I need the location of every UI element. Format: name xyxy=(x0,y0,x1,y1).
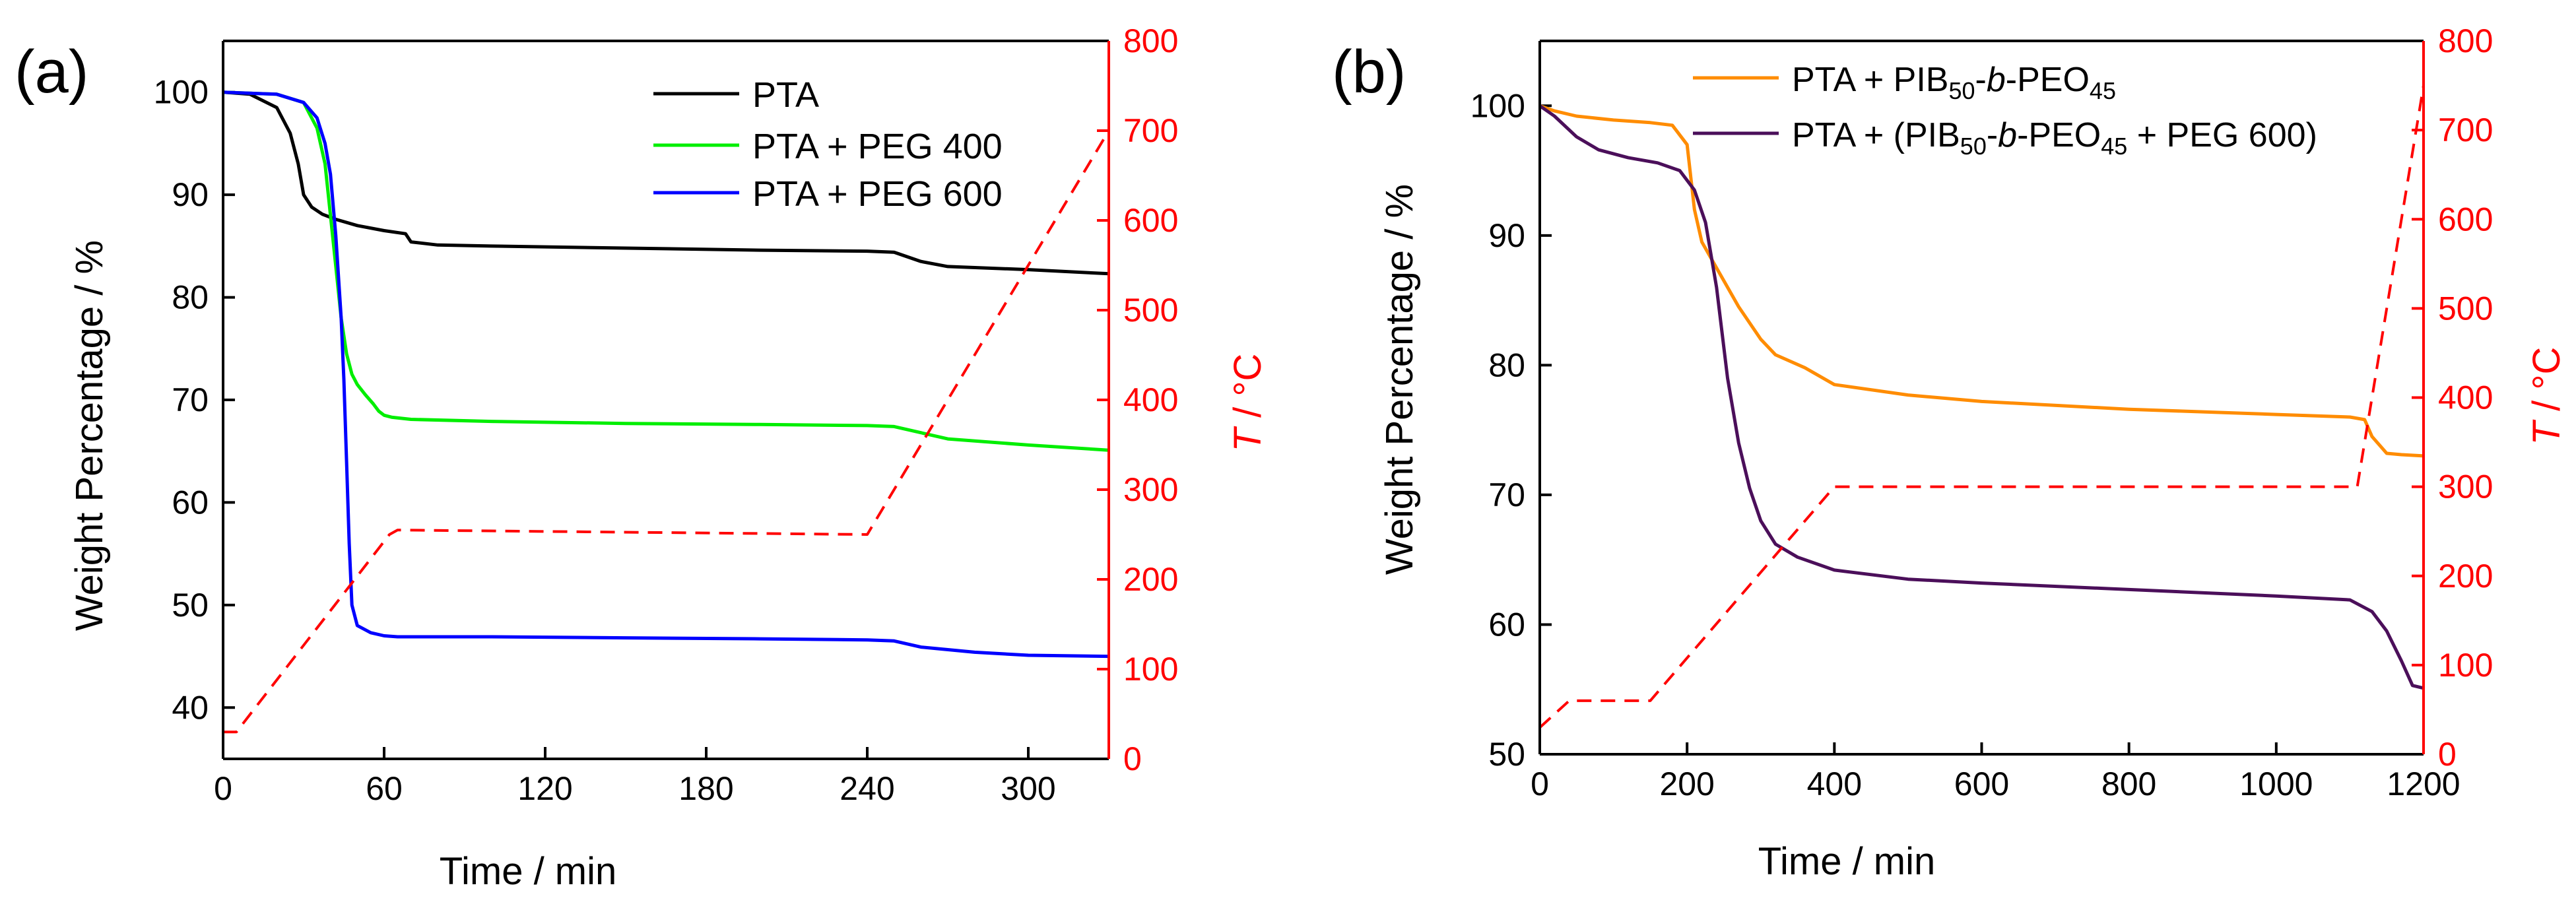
y-tick-label-a-6: 100 xyxy=(154,74,209,111)
legend-b1-part-6: + PEG 600) xyxy=(2127,116,2317,154)
y2-tick-label-a-6: 600 xyxy=(1123,202,1178,239)
temperature-line-a-3 xyxy=(223,129,1110,734)
legend-b1-part-5: 45 xyxy=(2101,133,2127,160)
panel-b-y2label-var: T xyxy=(2525,419,2568,445)
x-tick-label-b-6: 1200 xyxy=(2387,765,2460,802)
panel-b-y2label-unit: / °C xyxy=(2525,347,2568,422)
y-tick-label-a-2: 60 xyxy=(172,484,209,521)
legend-b-text-1: PTA + (PIB50-b-PEO45 + PEG 600) xyxy=(1792,116,2317,160)
y2-tick-label-a-4: 400 xyxy=(1123,381,1178,418)
x-tick-label-b-3: 600 xyxy=(1954,765,2009,802)
legend-b1-part-1: 50 xyxy=(1960,133,1987,160)
y-tick-label-b-1: 60 xyxy=(1488,606,1525,643)
legend-a-text-1: PTA + PEG 400 xyxy=(752,127,1003,166)
legend-b-text-0: PTA + PIB50-b-PEO45 xyxy=(1792,61,2116,104)
panel-b-ylabel: Weight Percentage / % xyxy=(1378,184,1421,575)
legend-a-text-0: PTA xyxy=(752,75,819,115)
y2-tick-label-b-1: 100 xyxy=(2438,647,2493,684)
x-tick-label-a-0: 0 xyxy=(214,770,232,807)
panel-b-xlabel: Time / min xyxy=(1758,840,1936,883)
panel-a-ylabel: Weight Percentage / % xyxy=(68,240,111,631)
x-tick-label-b-2: 400 xyxy=(1807,765,1862,802)
legend-b0-part-5: 45 xyxy=(2090,77,2116,104)
y2-tick-label-a-3: 300 xyxy=(1123,471,1178,508)
y-tick-label-b-3: 80 xyxy=(1488,346,1525,383)
panel-a-xlabel: Time / min xyxy=(440,850,617,893)
panel-b: (b) 0 200 400 600 800 1000 1200506070809010001… xyxy=(1332,22,2568,883)
y-tick-label-b-2: 70 xyxy=(1488,476,1525,513)
panel-a-y2label-var: T xyxy=(1226,426,1269,451)
y2-tick-label-b-6: 600 xyxy=(2438,201,2493,238)
panel-b-y2label: T / °C xyxy=(2525,347,2568,445)
x-tick-label-b-5: 1000 xyxy=(2239,765,2313,802)
series-line-a-1 xyxy=(222,90,1109,452)
y2-tick-label-b-0: 0 xyxy=(2438,736,2457,773)
y2-tick-label-b-7: 700 xyxy=(2438,112,2493,148)
legend-b1-part-2: - xyxy=(1987,116,1998,154)
x-tick-label-a-5: 300 xyxy=(1001,770,1055,807)
y-tick-label-a-1: 50 xyxy=(172,587,209,624)
legend-b0-part-3: b xyxy=(1987,61,2006,99)
y-tick-label-b-5: 100 xyxy=(1470,87,1525,124)
x-tick-label-b-1: 200 xyxy=(1659,765,1714,802)
legend-b1-part-0: PTA + (PIB xyxy=(1792,116,1960,154)
panel-b-label: (b) xyxy=(1332,38,1406,106)
x-tick-label-a-2: 120 xyxy=(517,770,572,807)
panel-a-axes xyxy=(222,40,1110,760)
x-tick-label-a-1: 60 xyxy=(366,770,403,807)
temperature-line-b-2 xyxy=(1538,85,2425,729)
legend-b0-part-2: - xyxy=(1975,61,1987,99)
legend-b0-part-4: -PEO xyxy=(2006,61,2090,99)
series-line-a-2 xyxy=(222,90,1109,659)
y-tick-label-b-0: 50 xyxy=(1488,736,1525,773)
series-line-a-0 xyxy=(222,90,1109,276)
y2-tick-label-b-8: 800 xyxy=(2438,22,2493,59)
panel-b-legend: PTA + PIB50-b-PEO45 PTA + (PIB50-b-PEO45… xyxy=(1693,61,2317,160)
y2-tick-label-a-0: 0 xyxy=(1123,740,1142,777)
y2-tick-label-b-5: 500 xyxy=(2438,290,2493,327)
y2-tick-label-a-8: 800 xyxy=(1123,22,1178,59)
panel-a-y2label-unit: / °C xyxy=(1226,354,1269,428)
legend-b1-part-4: -PEO xyxy=(2017,116,2101,154)
legend-a-text-2: PTA + PEG 600 xyxy=(752,174,1003,214)
y-tick-label-a-0: 40 xyxy=(172,689,209,726)
panel-a-ticks: 0 60 120 180 240 300 40 50 60 70 80 90 100 0 100 200 300… xyxy=(154,22,1179,807)
panel-b-ticks: 0 200 400 600 800 1000 12005060708090100010020… xyxy=(1470,22,2493,802)
panel-a-y2label: T / °C xyxy=(1226,354,1269,452)
panel-a-series xyxy=(222,90,1110,734)
panel-b-series xyxy=(1538,85,2425,729)
legend-b0-part-0: PTA + PIB xyxy=(1792,61,1948,99)
y-tick-label-a-3: 70 xyxy=(172,381,209,418)
y-tick-label-b-4: 90 xyxy=(1488,217,1525,254)
panel-a-legend: PTA PTA + PEG 400 PTA + PEG 600 xyxy=(653,75,1003,214)
y2-tick-label-a-2: 200 xyxy=(1123,561,1178,598)
x-tick-label-b-0: 0 xyxy=(1531,765,1549,802)
x-tick-label-a-4: 240 xyxy=(840,770,894,807)
panel-a: (a) 0 60 120 180 240 300 40 50 60 70 80 90 100 0 100 20… xyxy=(15,22,1269,893)
legend-b1-part-3: b xyxy=(1998,116,2017,154)
y-tick-label-a-5: 90 xyxy=(172,176,209,213)
panel-b-axes xyxy=(1538,40,2425,756)
y2-tick-label-b-3: 300 xyxy=(2438,469,2493,505)
y-tick-label-a-4: 80 xyxy=(172,279,209,316)
y2-tick-label-a-5: 500 xyxy=(1123,292,1178,329)
panel-a-label: (a) xyxy=(15,38,88,106)
y2-tick-label-b-4: 400 xyxy=(2438,379,2493,416)
series-line-b-1 xyxy=(1538,104,2424,690)
y2-tick-label-b-2: 200 xyxy=(2438,558,2493,595)
legend-b0-part-1: 50 xyxy=(1948,77,1975,104)
x-tick-label-b-4: 800 xyxy=(2101,765,2156,802)
series-line-b-0 xyxy=(1539,104,2424,458)
x-tick-label-a-3: 180 xyxy=(678,770,733,807)
y2-tick-label-a-7: 700 xyxy=(1123,112,1178,149)
y2-tick-label-a-1: 100 xyxy=(1123,651,1178,688)
